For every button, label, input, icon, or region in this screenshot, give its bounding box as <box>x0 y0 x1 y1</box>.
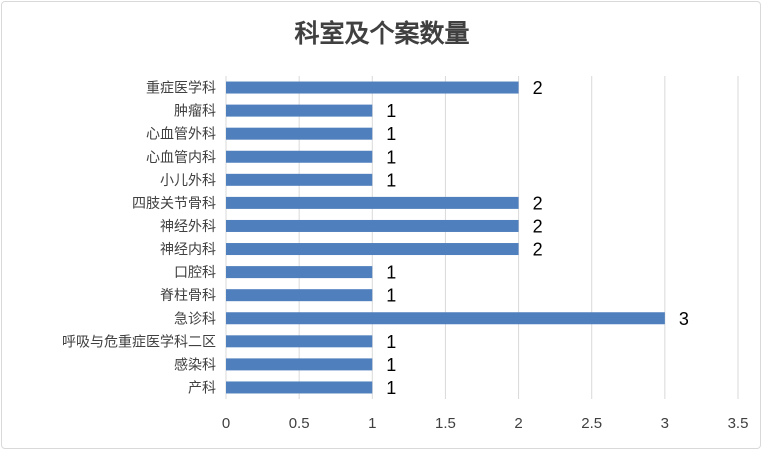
category-labels: 重症医学科肿瘤科心血管外科心血管内科小儿外科四肢关节骨科神经外科神经内科口腔科脊… <box>62 81 216 397</box>
data-label: 1 <box>386 378 396 398</box>
bar <box>226 219 519 232</box>
bar <box>226 150 373 163</box>
data-label: 1 <box>386 286 396 306</box>
data-labels: 2 1 1 1 1 2 2 2 1 1 3 1 1 1 <box>386 78 689 398</box>
data-label: 1 <box>386 124 396 144</box>
category-label: 急诊科 <box>174 311 216 327</box>
bar <box>226 381 373 394</box>
data-label: 1 <box>386 147 396 167</box>
data-label: 1 <box>386 170 396 190</box>
category-label: 四肢关节骨科 <box>132 196 216 212</box>
category-label: 神经外科 <box>160 219 216 235</box>
bar <box>226 196 519 209</box>
bar <box>226 312 665 325</box>
category-label: 神经内科 <box>160 242 216 258</box>
bar <box>226 173 373 186</box>
data-label: 2 <box>533 240 543 260</box>
x-tick-label: 0 <box>222 415 230 432</box>
x-tick-label: 3.5 <box>728 415 749 432</box>
bar <box>226 358 373 371</box>
bar <box>226 289 373 302</box>
category-label: 脊柱骨科 <box>160 288 216 304</box>
x-tick-label: 2 <box>514 415 522 432</box>
x-tick-label: 0.5 <box>289 415 310 432</box>
bar <box>226 81 519 94</box>
data-label: 1 <box>386 101 396 121</box>
category-label: 口腔科 <box>174 265 216 281</box>
data-label: 1 <box>386 263 396 283</box>
category-label: 呼吸与危重症医学科二区 <box>62 334 216 350</box>
category-label: 小儿外科 <box>160 173 216 189</box>
x-tick-labels: 0 0.5 1 1.5 2 2.5 3 3.5 <box>222 415 749 432</box>
x-tick-label: 3 <box>661 415 669 432</box>
category-label: 心血管外科 <box>146 127 216 143</box>
category-label: 感染科 <box>174 356 216 373</box>
category-label: 重症医学科 <box>146 81 216 97</box>
x-tick-label: 1.5 <box>435 415 456 432</box>
data-label: 2 <box>533 216 543 236</box>
bars <box>226 81 665 394</box>
data-label: 3 <box>679 309 689 329</box>
x-tick-label: 2.5 <box>581 415 602 432</box>
bar <box>226 127 373 140</box>
data-label: 1 <box>386 332 396 352</box>
data-label: 2 <box>533 78 543 98</box>
category-label: 肿瘤科 <box>174 103 216 120</box>
bar <box>226 335 373 348</box>
grid-lines <box>298 76 739 399</box>
x-tick-label: 1 <box>368 415 376 432</box>
data-label: 1 <box>386 355 396 375</box>
chart-title: 科室及个案数量 <box>294 19 470 48</box>
data-label: 2 <box>533 193 543 213</box>
bar <box>226 104 373 117</box>
bar <box>226 266 373 279</box>
category-label: 产科 <box>188 380 216 396</box>
bar <box>226 243 519 256</box>
category-label: 心血管内科 <box>146 150 216 166</box>
